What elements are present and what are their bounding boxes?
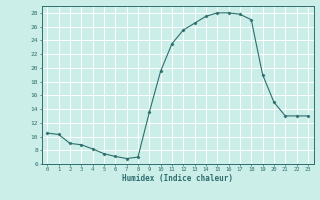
X-axis label: Humidex (Indice chaleur): Humidex (Indice chaleur) bbox=[122, 174, 233, 183]
